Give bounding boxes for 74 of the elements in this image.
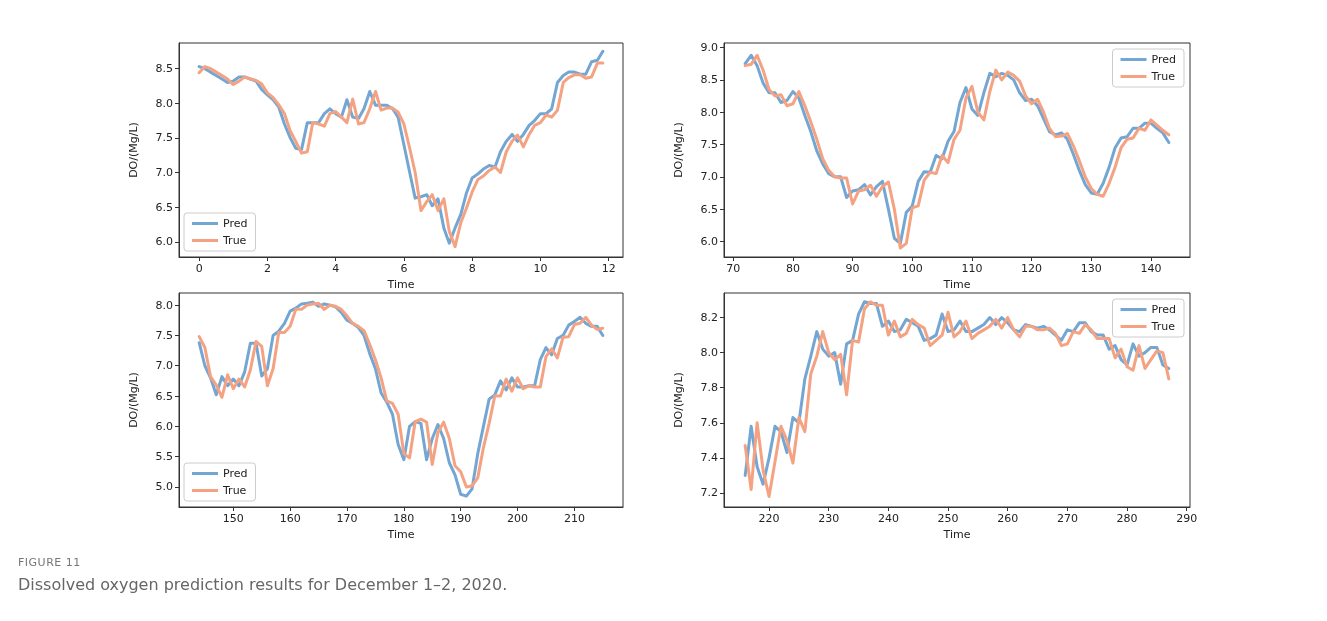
legend-label: Pred xyxy=(223,217,248,230)
text: Dissolved oxygen prediction results for December 1–2, 2020. xyxy=(18,575,508,594)
x-tick-label: 90 xyxy=(845,262,860,275)
x-axis-title: Time xyxy=(942,278,971,291)
legend-label: Pred xyxy=(223,467,248,480)
x-axis-title: Time xyxy=(386,528,415,541)
legend-label: True xyxy=(222,484,247,497)
y-tick-label: 8.5 xyxy=(700,73,718,87)
x-tick-label: 100 xyxy=(901,262,923,275)
legend-label: Pred xyxy=(1151,53,1177,66)
y-tick-label: 9.0 xyxy=(700,41,718,55)
x-tick-label: 230 xyxy=(818,512,840,525)
y-tick-label: 8.0 xyxy=(155,298,173,312)
y-tick-label: 8.0 xyxy=(155,96,173,110)
y-tick-label: 8.0 xyxy=(700,346,718,360)
x-tick-label: 110 xyxy=(961,262,983,275)
y-axis-title: DO/(Mg/L) xyxy=(672,122,685,178)
x-tick-label: 140 xyxy=(1140,262,1162,275)
y-tick-label: 7.5 xyxy=(700,138,718,151)
x-tick-label: 240 xyxy=(877,512,899,525)
y-tick-label: 6.5 xyxy=(155,389,173,403)
x-tick-label: 4 xyxy=(332,262,340,275)
x-tick-label: 12 xyxy=(601,262,616,275)
y-tick-label: 7.0 xyxy=(155,359,173,373)
y-tick-label: 7.6 xyxy=(700,416,718,430)
y-tick-label: 5.5 xyxy=(155,450,173,464)
x-tick-label: 0 xyxy=(195,262,203,275)
y-tick-label: 8.0 xyxy=(700,105,718,119)
x-axis-title: Time xyxy=(386,278,415,291)
x-tick-label: 220 xyxy=(758,512,780,525)
x-tick-label: 200 xyxy=(507,512,529,525)
y-tick-label: 6.0 xyxy=(155,235,173,249)
y-tick-label: 7.0 xyxy=(155,166,173,180)
y-axis-title: DO/(Mg/L) xyxy=(672,372,685,428)
x-tick-label: 250 xyxy=(937,512,959,525)
x-tick-label: 210 xyxy=(563,512,585,525)
x-tick-label: 130 xyxy=(1080,262,1102,275)
x-tick-label: 2 xyxy=(263,262,271,275)
y-tick-label: 6.5 xyxy=(155,200,173,214)
x-tick-label: 280 xyxy=(1116,512,1138,525)
x-tick-label: 170 xyxy=(336,512,358,525)
x-tick-label: 270 xyxy=(1056,512,1078,525)
x-tick-label: 190 xyxy=(450,512,472,525)
x-tick-label: 160 xyxy=(279,512,301,525)
legend-label: True xyxy=(1150,320,1176,333)
x-tick-label: 260 xyxy=(997,512,1019,525)
y-tick-label: 6.5 xyxy=(700,202,718,216)
x-tick-label: 80 xyxy=(785,262,800,275)
x-tick-label: 70 xyxy=(726,262,741,275)
legend-label: Pred xyxy=(1151,303,1177,316)
x-tick-label: 120 xyxy=(1021,262,1043,275)
x-tick-label: 290 xyxy=(1176,512,1198,525)
y-tick-label: 6.0 xyxy=(700,234,718,248)
y-tick-label: 7.5 xyxy=(155,328,173,342)
y-tick-label: 7.8 xyxy=(700,381,718,395)
y-axis-title: DO/(Mg/L) xyxy=(127,122,140,178)
y-axis-title: DO/(Mg/L) xyxy=(127,372,140,428)
y-tick-label: 7.2 xyxy=(700,486,718,500)
x-tick-label: 10 xyxy=(533,262,548,275)
y-tick-label: 7.5 xyxy=(155,131,173,145)
y-tick-label: 7.0 xyxy=(700,170,718,184)
y-tick-label: 8.5 xyxy=(155,62,173,76)
y-tick-label: 6.0 xyxy=(155,419,173,433)
y-tick-label: 5.0 xyxy=(155,480,173,494)
x-tick-label: 150 xyxy=(222,512,244,525)
x-tick-label: 180 xyxy=(393,512,415,525)
x-axis-title: Time xyxy=(942,528,971,541)
legend-label: True xyxy=(222,234,247,247)
x-tick-label: 8 xyxy=(468,262,476,275)
y-tick-label: 7.4 xyxy=(700,451,718,465)
y-tick-label: 8.2 xyxy=(700,311,718,325)
x-tick-label: 6 xyxy=(400,262,408,275)
caption: FIGURE 11 xyxy=(18,556,82,569)
legend-label: True xyxy=(1150,70,1176,83)
